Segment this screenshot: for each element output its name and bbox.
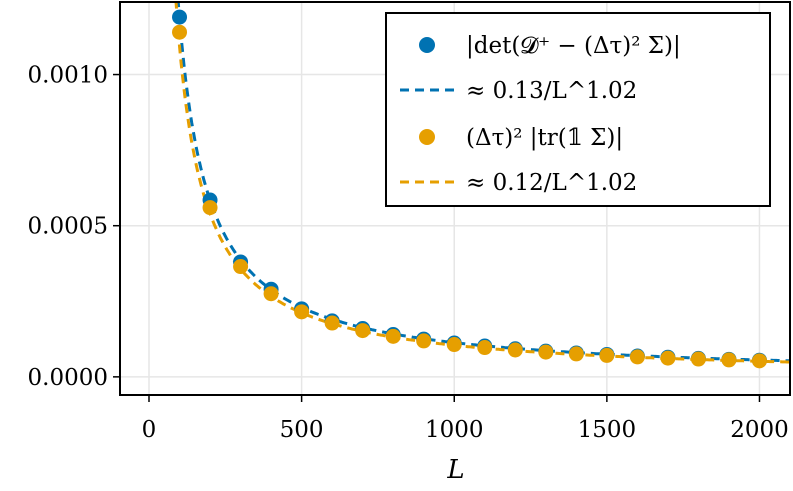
data-point-series-2 xyxy=(477,340,493,356)
data-point-series-2 xyxy=(690,351,706,367)
x-axis-label: L xyxy=(446,455,464,485)
data-point-series-2 xyxy=(416,333,432,349)
x-tick-label: 500 xyxy=(280,417,324,443)
legend-marker-2 xyxy=(419,129,435,145)
tick-labels: 0 500 1000 1500 2000 0.0000 0.0005 0.0010 xyxy=(28,63,789,443)
legend-label-1: ≈ 0.13/L^1.02 xyxy=(466,78,637,104)
data-points xyxy=(172,9,767,369)
data-point-series-2 xyxy=(202,200,218,216)
x-tick-label: 2000 xyxy=(730,417,789,443)
y-tick-label: 0.0005 xyxy=(28,214,108,240)
data-point-series-2 xyxy=(568,346,584,362)
legend-label-2: (Δτ)² |tr(𝟙 Σ)| xyxy=(466,125,623,151)
legend-label-3: ≈ 0.12/L^1.02 xyxy=(466,170,637,196)
plot-frame xyxy=(119,1,791,396)
data-point-series-2 xyxy=(660,350,676,366)
data-point-series-2 xyxy=(507,342,523,358)
legend: |det(𝓓⁺ − (Δτ)² Σ)| ≈ 0.13/L^1.02 (Δτ)² |t… xyxy=(385,12,771,207)
x-tick-label: 0 xyxy=(142,417,157,443)
data-point-series-0 xyxy=(172,9,188,25)
data-point-series-2 xyxy=(538,344,554,360)
legend-box xyxy=(385,12,771,207)
data-point-series-2 xyxy=(355,323,371,339)
legend-marker-0 xyxy=(419,37,435,53)
data-point-series-2 xyxy=(385,328,401,344)
data-point-series-2 xyxy=(263,286,279,302)
data-point-series-2 xyxy=(629,349,645,365)
data-point-series-2 xyxy=(446,337,462,353)
legend-label-0: |det(𝓓⁺ − (Δτ)² Σ)| xyxy=(466,33,681,59)
data-point-series-2 xyxy=(172,24,188,40)
axis-ticks xyxy=(113,73,761,402)
x-tick-label: 1500 xyxy=(578,417,637,443)
data-point-series-2 xyxy=(294,304,310,320)
y-tick-label: 0.0010 xyxy=(28,63,108,89)
data-point-series-2 xyxy=(599,347,615,363)
data-point-series-2 xyxy=(324,315,340,331)
data-point-series-2 xyxy=(721,352,737,368)
data-point-series-2 xyxy=(233,259,249,275)
y-tick-label: 0.0000 xyxy=(28,365,108,391)
x-tick-label: 1000 xyxy=(425,417,484,443)
data-point-series-2 xyxy=(751,353,767,369)
